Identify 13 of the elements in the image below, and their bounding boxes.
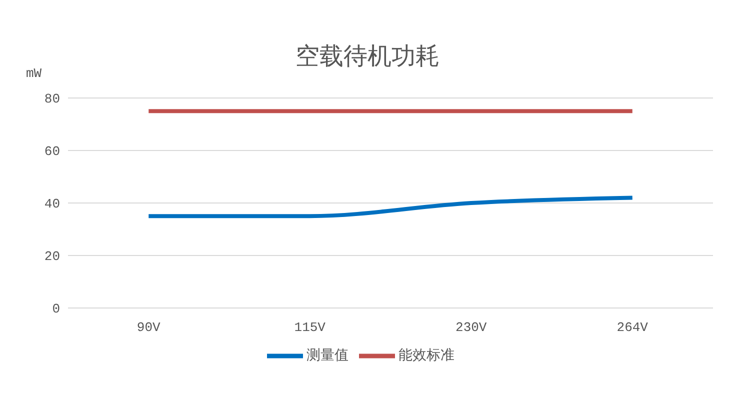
y-tick-label: 60 xyxy=(44,144,60,160)
y-axis-title: mW xyxy=(26,66,42,81)
x-tick-label: 230V xyxy=(456,320,487,336)
chart-title: 空载待机功耗 xyxy=(296,43,440,70)
y-tick-label: 0 xyxy=(52,302,60,317)
x-tick-label: 90V xyxy=(136,320,161,336)
y-tick-label: 80 xyxy=(44,92,60,107)
legend-label: 测量值 xyxy=(306,346,348,363)
y-tick-label: 40 xyxy=(44,196,60,212)
legend-label: 能效标准 xyxy=(398,346,454,363)
x-tick-label: 115V xyxy=(294,320,326,336)
x-tick-label: 264V xyxy=(616,320,648,336)
y-tick-label: 20 xyxy=(44,249,60,264)
